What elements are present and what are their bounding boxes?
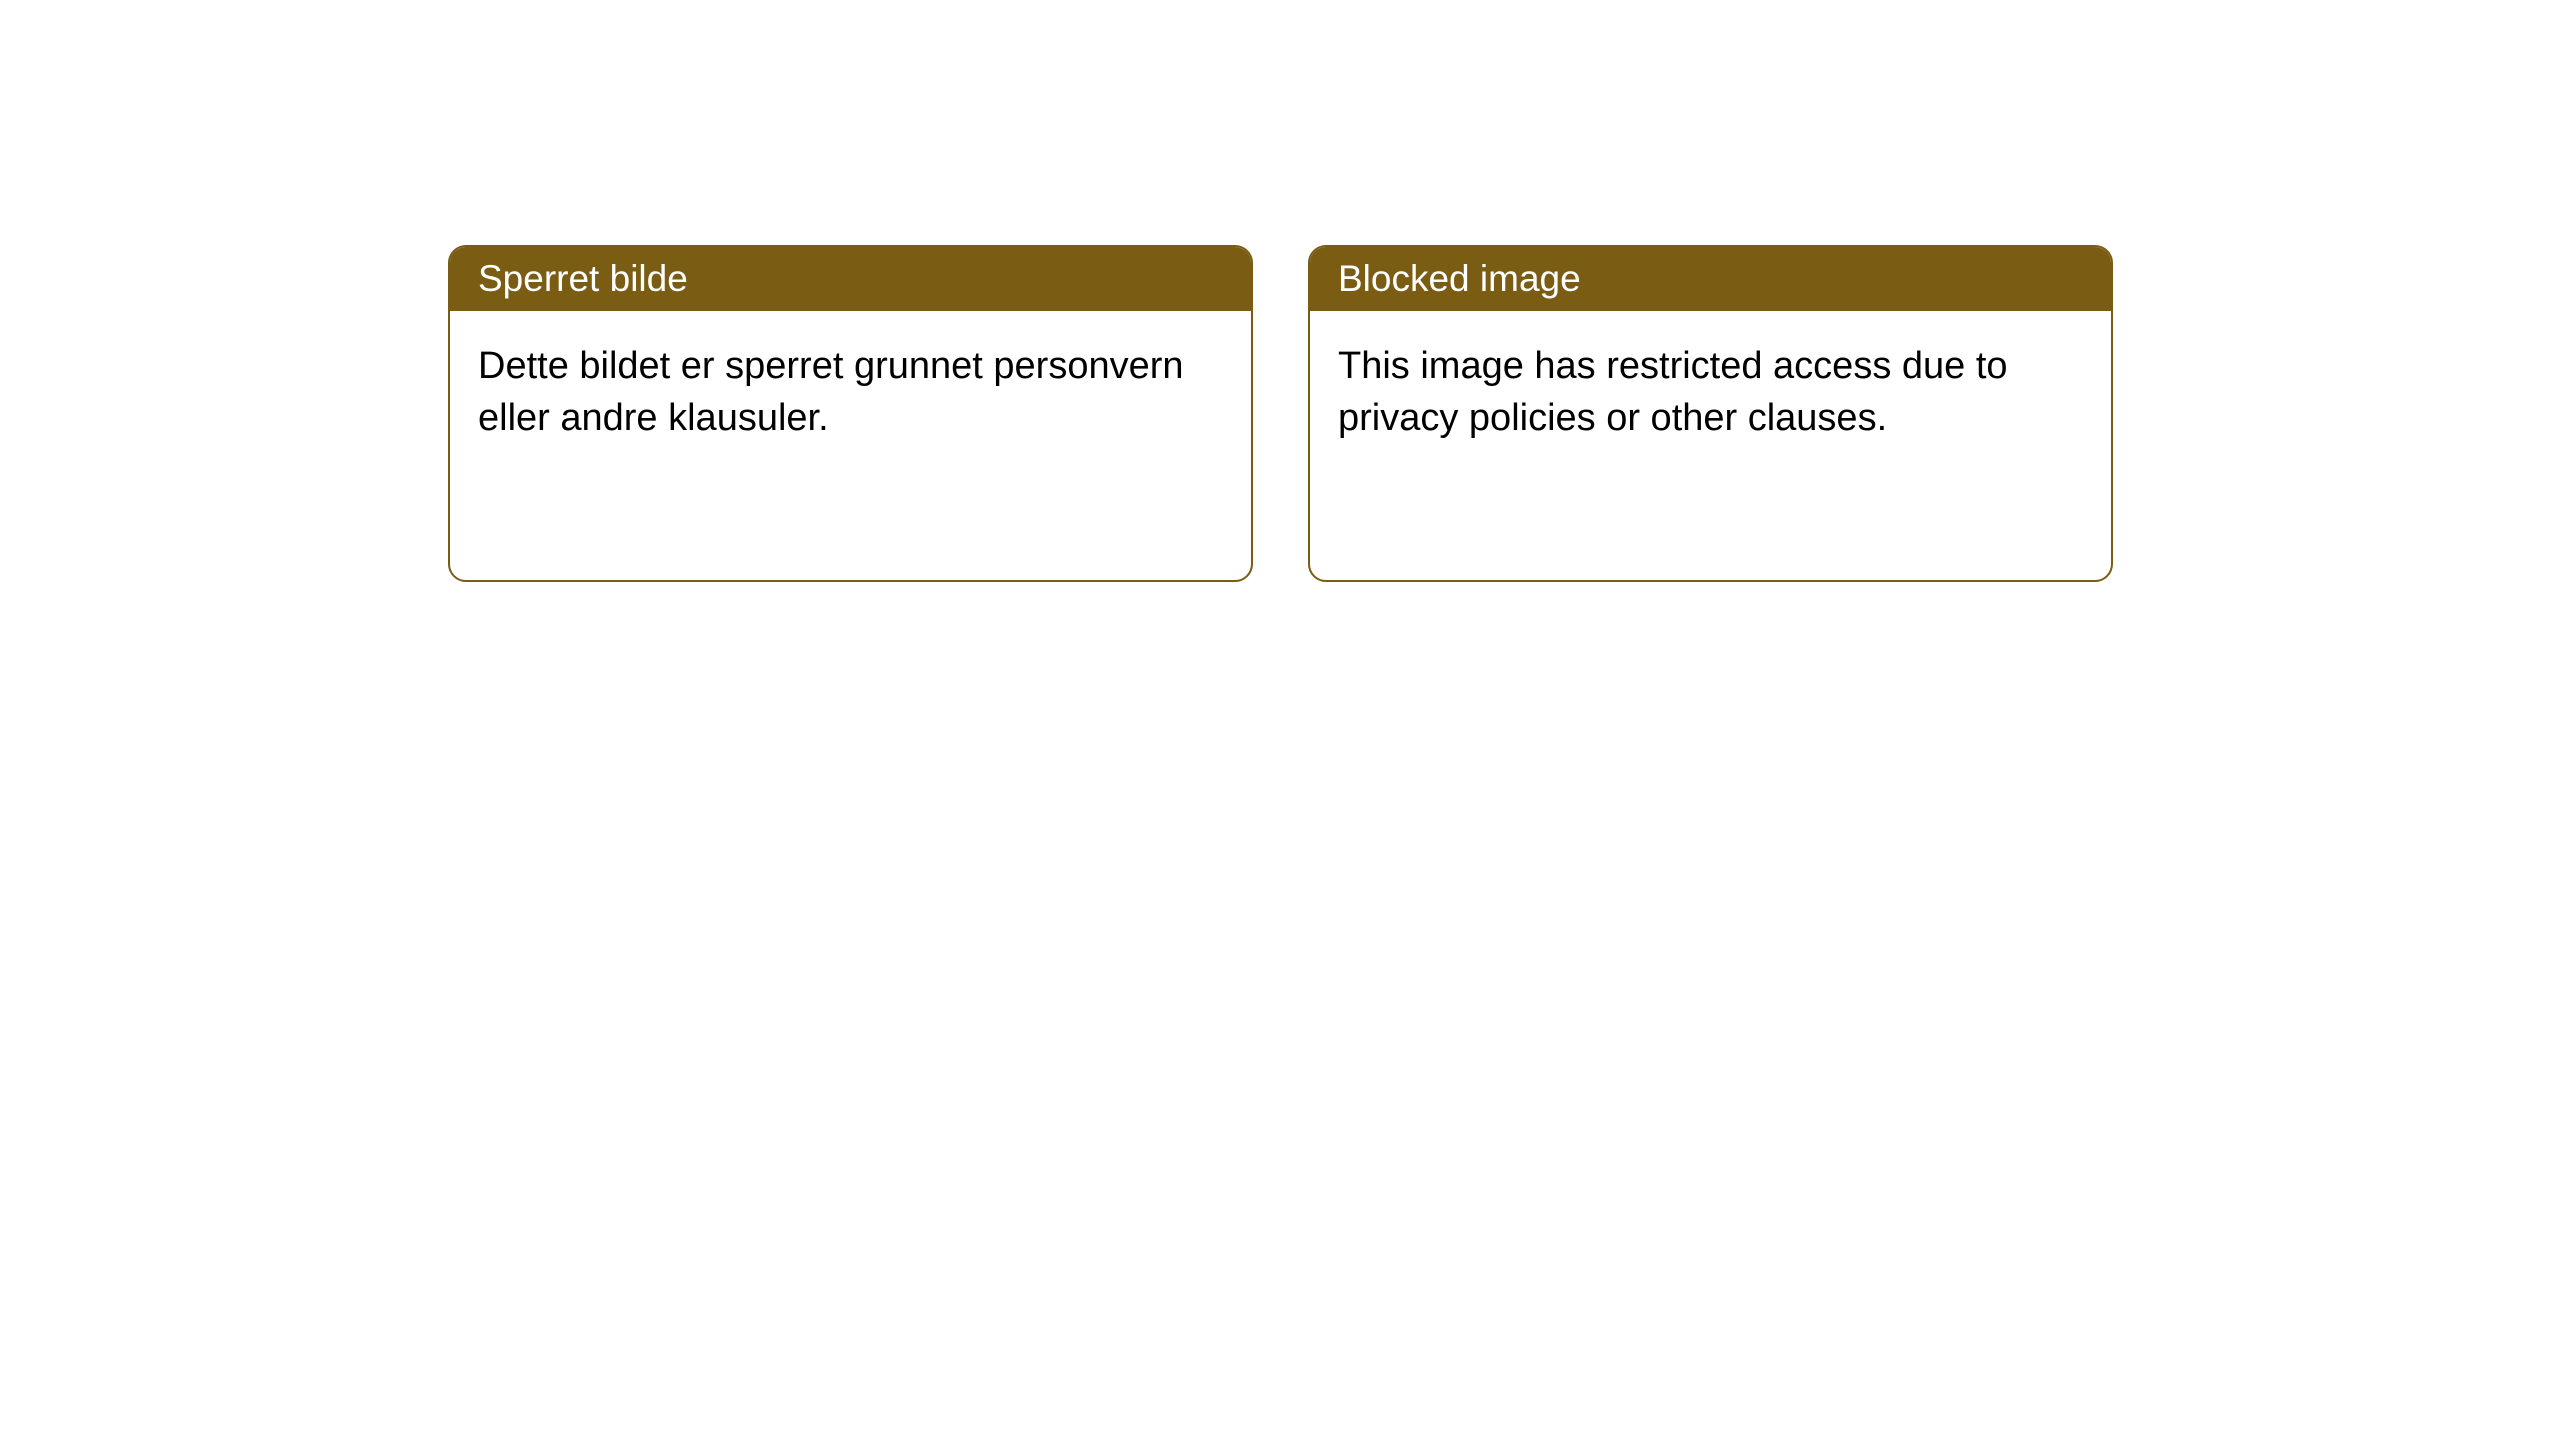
notice-body: This image has restricted access due to … [1310,311,2111,474]
notice-body-text: Dette bildet er sperret grunnet personve… [478,345,1184,438]
notice-box-english: Blocked image This image has restricted … [1308,245,2113,582]
notice-title: Blocked image [1338,258,1581,299]
notice-body: Dette bildet er sperret grunnet personve… [450,311,1251,474]
notice-title: Sperret bilde [478,258,688,299]
notice-container: Sperret bilde Dette bildet er sperret gr… [448,245,2113,582]
notice-box-norwegian: Sperret bilde Dette bildet er sperret gr… [448,245,1253,582]
notice-header: Sperret bilde [450,247,1251,311]
notice-header: Blocked image [1310,247,2111,311]
notice-body-text: This image has restricted access due to … [1338,345,2008,438]
